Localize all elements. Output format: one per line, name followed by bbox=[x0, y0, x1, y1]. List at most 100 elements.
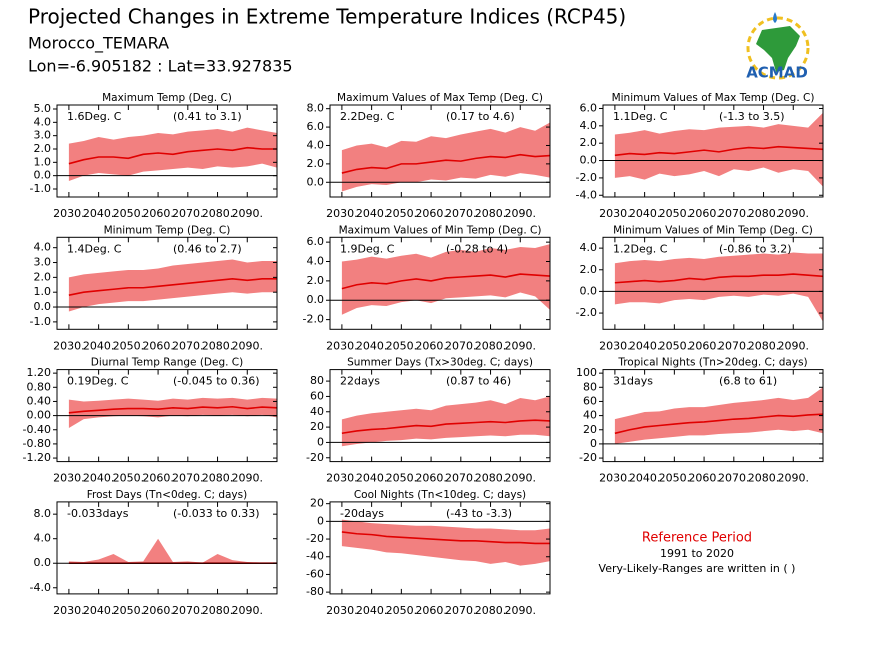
y-tick-label: -1.0 bbox=[30, 182, 51, 195]
plot-area bbox=[341, 122, 550, 192]
plot-frame bbox=[329, 369, 551, 463]
range-band bbox=[614, 252, 823, 322]
panel: 6.0 4.0 2.0 0.0 -2.0 -4.02030.2040.2050.2060.… bbox=[576, 92, 824, 220]
y-tick-label: 0 bbox=[317, 435, 324, 448]
x-tick-label: 2030. bbox=[599, 207, 631, 220]
plot-area bbox=[341, 244, 550, 315]
plot-frame bbox=[329, 236, 551, 330]
x-tick-label: 2050. bbox=[386, 339, 418, 352]
x-tick-label: 2080. bbox=[748, 207, 780, 220]
y-tick-label: -2.0 bbox=[576, 171, 597, 184]
change-value: 1.4Deg. C bbox=[67, 242, 122, 255]
logo: ACMAD bbox=[746, 12, 810, 82]
logo-drop bbox=[773, 12, 777, 23]
x-tick-label: 2070. bbox=[445, 472, 477, 485]
y-tick-label: 4.0 bbox=[580, 119, 598, 132]
y-tick-label: 0.0 bbox=[34, 556, 52, 569]
y-tick-label: 2.0 bbox=[307, 274, 325, 287]
x-tick-label: 2060. bbox=[688, 339, 720, 352]
y-tick-label: -1.0 bbox=[30, 315, 51, 328]
y-tick-label: 2.0 bbox=[34, 270, 52, 283]
x-tick-label: 2050. bbox=[386, 207, 418, 220]
reference-note: Very-Likely-Ranges are written in ( ) bbox=[599, 562, 796, 575]
y-tick-label: -4.0 bbox=[30, 581, 51, 594]
x-tick-label: 2080. bbox=[748, 339, 780, 352]
y-tick-label: 20 bbox=[310, 497, 324, 510]
y-tick-label: 2.0 bbox=[580, 263, 598, 276]
y-tick-label: 40 bbox=[310, 405, 324, 418]
x-tick-label: 2030. bbox=[53, 604, 85, 617]
range-band bbox=[341, 122, 550, 192]
logo-text: ACMAD bbox=[746, 64, 808, 82]
x-tick-label: 2040. bbox=[629, 472, 661, 485]
x-tick-label: 2080. bbox=[748, 472, 780, 485]
x-tick-label: 2060. bbox=[142, 604, 174, 617]
x-tick-label: 2060. bbox=[415, 339, 447, 352]
y-tick-label: 0 bbox=[317, 514, 324, 527]
x-tick-label: 2070. bbox=[445, 339, 477, 352]
x-tick-label: 2080. bbox=[475, 339, 507, 352]
x-tick-label: 2040. bbox=[83, 339, 115, 352]
panel-title: Maximum Temp (Deg. C) bbox=[102, 92, 232, 104]
x-tick-label: 2070. bbox=[172, 339, 204, 352]
x-tick-label: 2060. bbox=[415, 604, 447, 617]
y-tick-label: 0.40 bbox=[27, 394, 52, 407]
x-tick-label: 2030. bbox=[326, 339, 358, 352]
x-tick-label: 2090. bbox=[232, 472, 264, 485]
panel-title: Diurnal Temp Range (Deg. C) bbox=[91, 357, 243, 369]
x-tick-label: 2060. bbox=[142, 339, 174, 352]
range-band bbox=[341, 244, 550, 315]
x-tick-label: 2030. bbox=[326, 207, 358, 220]
x-tick-label: 2040. bbox=[356, 604, 388, 617]
y-tick-label: -1.20 bbox=[23, 451, 51, 464]
median-line bbox=[614, 273, 823, 284]
x-tick-label: 2080. bbox=[202, 207, 234, 220]
y-tick-label: 4.0 bbox=[307, 255, 325, 268]
y-tick-label: 20 bbox=[310, 420, 324, 433]
y-tick-label: -60 bbox=[306, 567, 324, 580]
plot-area bbox=[68, 127, 277, 181]
change-value: -20days bbox=[340, 507, 384, 520]
likely-range: (6.8 to 61) bbox=[719, 375, 777, 388]
median-line bbox=[614, 145, 823, 157]
y-tick-label: 0.0 bbox=[580, 284, 598, 297]
x-tick-label: 2050. bbox=[659, 472, 691, 485]
change-value: 1.6Deg. C bbox=[67, 110, 122, 123]
panel-title: Minimum Values of Min Temp (Deg. C) bbox=[613, 224, 813, 236]
logo-ring bbox=[746, 16, 810, 80]
y-tick-label: -20 bbox=[306, 532, 324, 545]
likely-range: (0.87 to 46) bbox=[446, 375, 511, 388]
plot-area bbox=[614, 387, 823, 444]
x-tick-label: 2090. bbox=[778, 472, 810, 485]
likely-range: (0.46 to 2.7) bbox=[173, 242, 242, 255]
y-tick-label: 0.0 bbox=[307, 293, 325, 306]
x-tick-label: 2090. bbox=[505, 207, 537, 220]
panel-title: Minimum Values of Max Temp (Deg. C) bbox=[612, 92, 815, 104]
y-tick-label: 2.0 bbox=[580, 136, 598, 149]
x-tick-label: 2050. bbox=[113, 472, 145, 485]
y-tick-label: 4.0 bbox=[34, 241, 52, 254]
x-tick-label: 2070. bbox=[172, 472, 204, 485]
y-tick-label: 1.20 bbox=[27, 366, 52, 379]
x-tick-label: 2040. bbox=[83, 472, 115, 485]
x-tick-label: 2070. bbox=[718, 472, 750, 485]
y-tick-label: 100 bbox=[576, 366, 597, 379]
panel: 1.200.800.40 0.00-0.40-0.80-1.202030.2040… bbox=[23, 357, 278, 485]
x-tick-label: 2080. bbox=[475, 472, 507, 485]
plot-area bbox=[614, 252, 823, 322]
range-band bbox=[341, 396, 550, 447]
x-tick-label: 2030. bbox=[326, 472, 358, 485]
x-tick-label: 2060. bbox=[142, 472, 174, 485]
x-tick-label: 2030. bbox=[53, 339, 85, 352]
x-tick-label: 2050. bbox=[386, 472, 418, 485]
coordinates: Lon=-6.905182 : Lat=33.927835 bbox=[28, 57, 293, 76]
y-tick-label: 80 bbox=[583, 380, 597, 393]
y-tick-label: 0.0 bbox=[307, 175, 325, 188]
range-band bbox=[614, 387, 823, 444]
y-tick-label: 20 bbox=[583, 423, 597, 436]
x-tick-label: 2090. bbox=[505, 604, 537, 617]
median-line bbox=[341, 531, 550, 545]
panel-title: Frost Days (Tn<0deg. C; days) bbox=[87, 489, 247, 501]
x-tick-label: 2070. bbox=[718, 207, 750, 220]
